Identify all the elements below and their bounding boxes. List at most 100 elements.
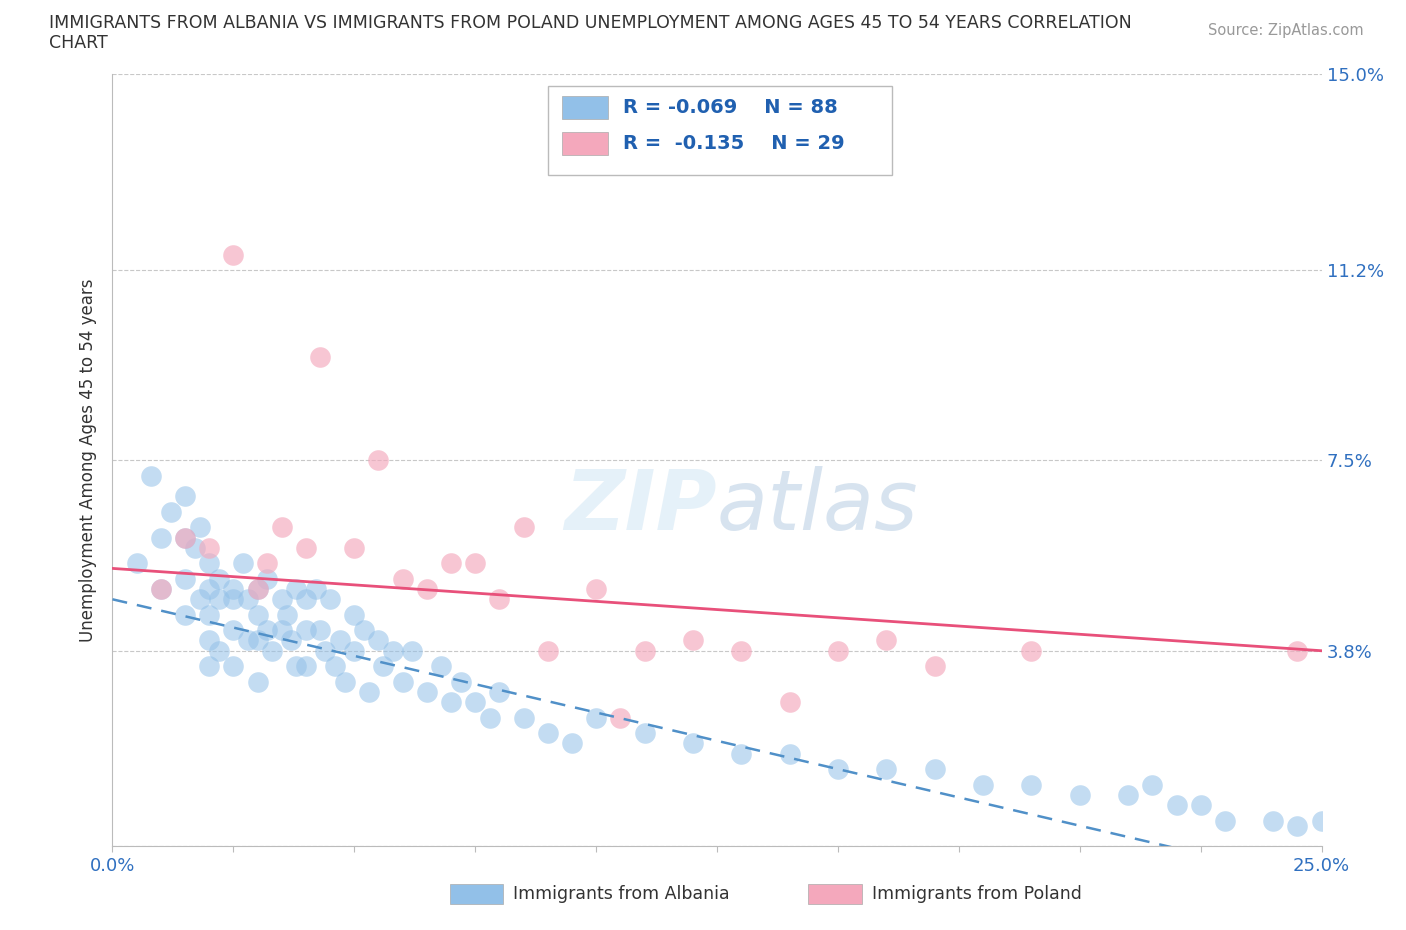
- Point: [222, 658, 245, 673]
- Point: [149, 581, 172, 596]
- Point: [924, 762, 946, 777]
- Point: [246, 674, 269, 689]
- Point: [295, 540, 318, 555]
- Point: [391, 571, 413, 586]
- Point: [295, 658, 318, 673]
- Point: [246, 633, 269, 648]
- Point: [174, 489, 197, 504]
- Point: [236, 633, 259, 648]
- Point: [373, 658, 395, 673]
- Point: [1263, 813, 1285, 828]
- Point: [585, 581, 607, 596]
- Point: [1213, 813, 1236, 828]
- Point: [198, 581, 221, 596]
- Point: [440, 556, 463, 571]
- Point: [382, 644, 405, 658]
- Point: [682, 633, 704, 648]
- Point: [512, 520, 534, 535]
- Point: [222, 247, 245, 262]
- Point: [285, 658, 308, 673]
- Point: [357, 684, 380, 699]
- Point: [198, 556, 221, 571]
- Point: [314, 644, 336, 658]
- Point: [174, 530, 197, 545]
- Point: [295, 591, 318, 606]
- Point: [309, 623, 332, 638]
- Point: [188, 520, 211, 535]
- Point: [416, 684, 439, 699]
- Point: [827, 762, 849, 777]
- Point: [779, 746, 801, 761]
- Point: [256, 556, 278, 571]
- Point: [1021, 644, 1043, 658]
- Point: [416, 581, 439, 596]
- Point: [561, 736, 583, 751]
- Point: [875, 762, 897, 777]
- Point: [401, 644, 423, 658]
- Point: [319, 591, 342, 606]
- Point: [183, 540, 205, 555]
- Point: [198, 633, 221, 648]
- Text: R =  -0.135    N = 29: R = -0.135 N = 29: [623, 134, 845, 153]
- FancyBboxPatch shape: [548, 86, 893, 175]
- Text: Immigrants from Albania: Immigrants from Albania: [513, 884, 730, 903]
- Point: [222, 581, 245, 596]
- Text: ZIP: ZIP: [564, 466, 717, 547]
- Point: [309, 350, 332, 365]
- Point: [512, 711, 534, 725]
- Point: [198, 540, 221, 555]
- Point: [256, 623, 278, 638]
- Point: [174, 571, 197, 586]
- Point: [391, 674, 413, 689]
- Point: [270, 591, 292, 606]
- Point: [478, 711, 501, 725]
- Point: [174, 607, 197, 622]
- Y-axis label: Unemployment Among Ages 45 to 54 years: Unemployment Among Ages 45 to 54 years: [79, 279, 97, 642]
- Point: [198, 658, 221, 673]
- Point: [488, 591, 510, 606]
- Point: [1286, 818, 1309, 833]
- Point: [343, 644, 366, 658]
- Point: [1021, 777, 1043, 792]
- Point: [246, 581, 269, 596]
- Point: [246, 607, 269, 622]
- Point: [256, 571, 278, 586]
- Point: [537, 725, 560, 740]
- Point: [149, 530, 172, 545]
- Text: IMMIGRANTS FROM ALBANIA VS IMMIGRANTS FROM POLAND UNEMPLOYMENT AMONG AGES 45 TO : IMMIGRANTS FROM ALBANIA VS IMMIGRANTS FR…: [49, 14, 1132, 32]
- Point: [295, 623, 318, 638]
- Point: [125, 556, 148, 571]
- Point: [972, 777, 994, 792]
- Point: [174, 530, 197, 545]
- Point: [1189, 798, 1212, 813]
- Point: [276, 607, 298, 622]
- Text: R = -0.069    N = 88: R = -0.069 N = 88: [623, 98, 838, 117]
- Point: [333, 674, 356, 689]
- Point: [343, 540, 366, 555]
- Point: [208, 644, 231, 658]
- Point: [367, 453, 389, 468]
- Point: [304, 581, 326, 596]
- Point: [270, 623, 292, 638]
- Point: [208, 571, 231, 586]
- Point: [1166, 798, 1188, 813]
- Point: [464, 556, 486, 571]
- Point: [440, 695, 463, 710]
- Point: [1286, 644, 1309, 658]
- Point: [208, 591, 231, 606]
- Point: [1069, 788, 1091, 803]
- Point: [262, 644, 284, 658]
- Point: [537, 644, 560, 658]
- Text: CHART: CHART: [49, 34, 108, 52]
- Point: [450, 674, 472, 689]
- Point: [159, 504, 181, 519]
- Text: Source: ZipAtlas.com: Source: ZipAtlas.com: [1208, 23, 1364, 38]
- Point: [827, 644, 849, 658]
- Point: [585, 711, 607, 725]
- Point: [682, 736, 704, 751]
- Point: [1142, 777, 1164, 792]
- Point: [232, 556, 254, 571]
- Point: [198, 607, 221, 622]
- Point: [329, 633, 352, 648]
- Point: [188, 591, 211, 606]
